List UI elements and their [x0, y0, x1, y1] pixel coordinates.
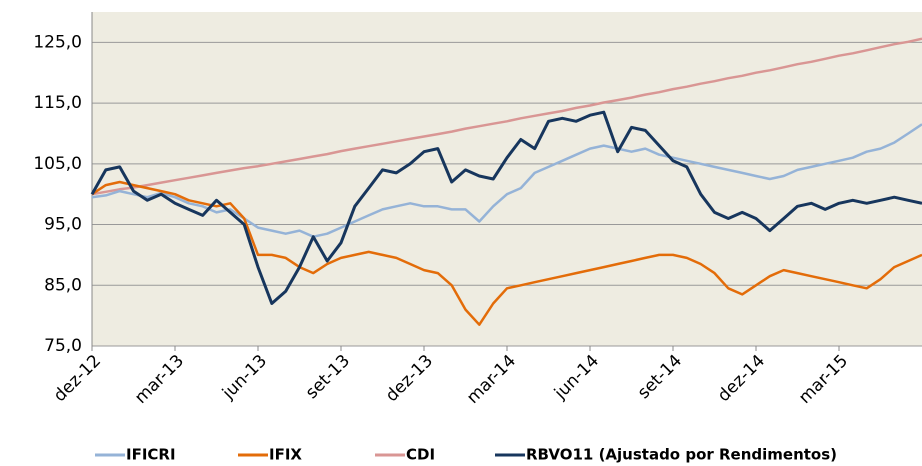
legend: IFICRI IFIX CDI RBVO11 (Ajustado por Rendim… — [95, 446, 837, 464]
y-tick-label: 95,0 — [44, 215, 82, 235]
series-line — [91, 180, 922, 326]
y-tick-label: 85,0 — [44, 275, 82, 295]
x-tick-label: mar-14 — [463, 351, 520, 408]
x-tick-label: dez-14 — [714, 351, 769, 406]
y-tick-label: 75,0 — [44, 336, 82, 356]
y-tick-label: 125,0 — [33, 32, 82, 52]
series-line — [91, 123, 922, 238]
plot-area — [92, 12, 922, 346]
legend-label: IFIX — [269, 446, 302, 464]
x-tick-label: jun-14 — [550, 351, 603, 404]
x-tick-label: set-14 — [634, 351, 686, 403]
x-tick-label: dez-13 — [382, 351, 437, 406]
x-tick-label: dez-12 — [50, 351, 105, 406]
y-tick-label: 105,0 — [33, 154, 82, 174]
series-line — [90, 110, 922, 305]
legend-label: RBVO11 (Ajustado por Rendimentos) — [526, 446, 837, 464]
x-tick-label: mar-15 — [795, 351, 852, 408]
x-tick-label: set-13 — [302, 351, 354, 403]
x-tick-label: mar-13 — [131, 351, 188, 408]
legend-label: CDI — [406, 446, 435, 464]
x-tick-label: jun-13 — [218, 351, 271, 404]
series-line — [91, 37, 922, 196]
legend-label: IFICRI — [126, 446, 176, 464]
y-tick-label: 115,0 — [33, 93, 82, 113]
